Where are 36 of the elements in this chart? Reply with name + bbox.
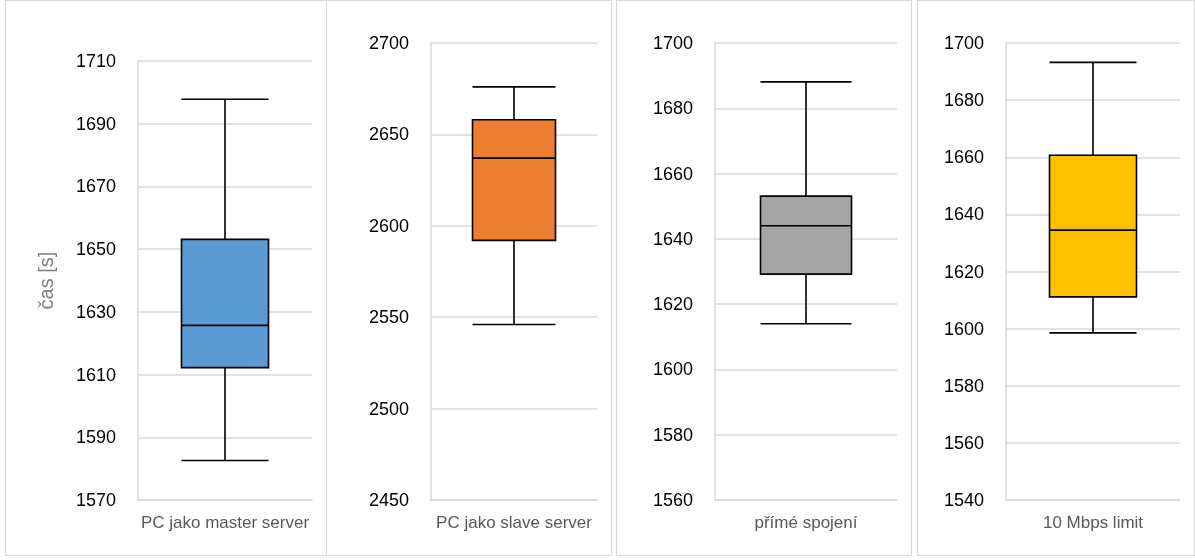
y-tick-label: 1700 [943,33,984,53]
y-tick-label: 1660 [652,163,693,184]
y-tick-label: 1640 [943,204,984,225]
y-tick-label: 1650 [75,239,116,260]
y-tick-label: 1710 [75,51,116,71]
y-tick-label: 1540 [943,490,984,510]
y-tick-label: 2500 [368,398,409,419]
y-tick-label: 1600 [652,359,693,380]
y-tick-label: 1680 [652,98,693,119]
y-tick-label: 1620 [652,294,693,315]
y-tick-label: 2450 [368,490,409,510]
y-tick-label: 2650 [368,124,409,145]
x-tick-label: PC jako master server [140,513,310,532]
y-tick-label: 1680 [943,90,984,111]
y-tick-label: 1630 [75,301,116,322]
y-tick-label: 1690 [75,113,116,134]
y-tick-label: 1700 [652,33,693,53]
y-tick-label: 2600 [368,215,409,236]
y-axis-title: čas [s] [35,251,57,310]
y-tick-label: 2700 [368,33,409,53]
y-tick-label: 1580 [943,375,984,396]
y-tick-label: 1620 [943,261,984,282]
y-tick-label: 1570 [75,490,116,510]
y-tick-label: 1590 [75,427,116,448]
y-tick-label: 1560 [652,490,693,510]
y-tick-label: 1600 [943,318,984,339]
y-tick-label: 1580 [652,424,693,445]
y-tick-label: 2550 [368,307,409,328]
y-tick-label: 1660 [943,147,984,168]
y-tick-label: 1670 [75,176,116,197]
x-tick-label: PC jako slave server [436,513,593,532]
y-tick-label: 1610 [75,364,116,385]
y-tick-label: 1560 [943,432,984,453]
x-tick-label: 10 Mbps limit [1042,513,1144,532]
y-tick-label: 1640 [652,228,693,249]
x-tick-label: přímé spojení [754,513,858,532]
